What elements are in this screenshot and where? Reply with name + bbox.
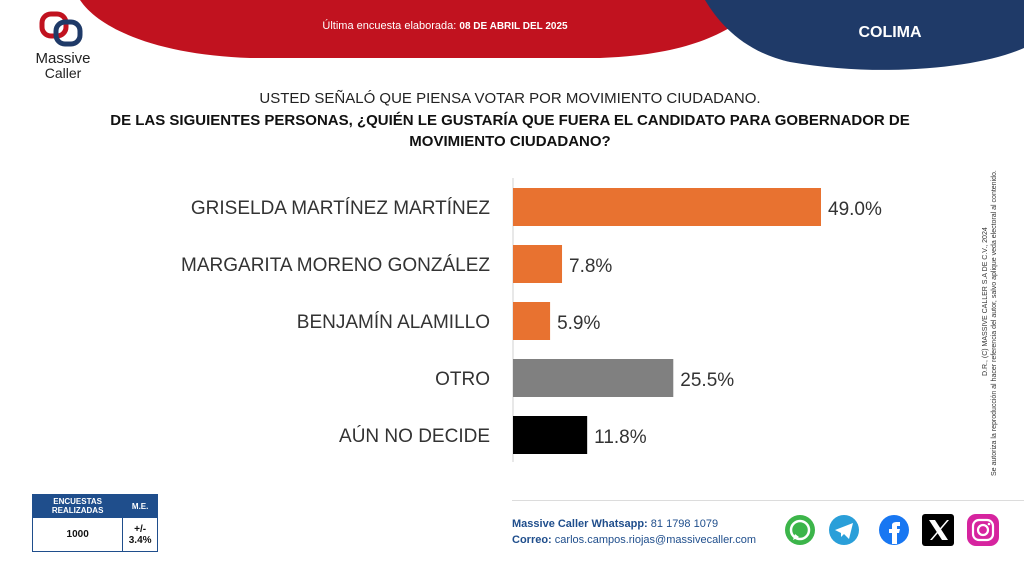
- telegram-icon[interactable]: [829, 515, 859, 545]
- massive-caller-logo: Massive Caller: [28, 10, 98, 90]
- survey-stats-table: ENCUESTAS REALIZADAS M.E. 1000 +/- 3.4%: [31, 493, 158, 552]
- question-intro: USTED SEÑALÓ QUE PIENSA VOTAR POR MOVIMI…: [259, 90, 761, 107]
- category-label: OTRO: [435, 369, 490, 390]
- brand-line2: Caller: [44, 65, 82, 81]
- category-label: GRISELDA MARTÍNEZ MARTÍNEZ: [191, 198, 491, 219]
- bar-chart: GRISELDA MARTÍNEZ MARTÍNEZ 49.0% MARGARITA…: [181, 178, 882, 462]
- question-main: DE LAS SIGUIENTES PERSONAS, ¿QUIÉN LE GU…: [110, 112, 910, 150]
- copyright-line1: D.R., (C) MASSIVE CALLER S.A DE C.V., 20…: [982, 227, 989, 376]
- bar: [513, 359, 674, 397]
- value-label: 49.0%: [828, 199, 882, 220]
- category-label: AÚN NO DECIDE: [339, 425, 490, 447]
- value-label: 5.9%: [557, 313, 600, 334]
- survey-label: Última encuesta elaborada:: [322, 20, 457, 32]
- value-label: 11.8%: [594, 427, 647, 448]
- social-icons: [785, 514, 999, 546]
- survey-date-line: Última encuesta elaborada: 08 DE ABRIL D…: [255, 20, 635, 32]
- surveys-header: ENCUESTAS REALIZADAS: [31, 493, 124, 519]
- email-address[interactable]: carlos.campos.riojas@massivecaller.com: [554, 534, 757, 546]
- x-icon[interactable]: [922, 514, 954, 546]
- margin-error-value: +/- 3.4%: [122, 517, 158, 552]
- copyright-note: D.R., (C) MASSIVE CALLER S.A DE C.V., 20…: [982, 170, 998, 476]
- margin-error-header: M.E.: [122, 493, 158, 519]
- copyright-line2: Se autoriza la reproducción al hacer ref…: [991, 170, 998, 476]
- value-label: 25.5%: [680, 370, 734, 391]
- whatsapp-label: Massive Caller Whatsapp:: [512, 518, 648, 530]
- logo-icon: [39, 11, 83, 47]
- surveys-value: 1000: [31, 517, 124, 552]
- contact-info: Massive Caller Whatsapp: 81 1798 1079 Co…: [512, 516, 756, 548]
- category-label: MARGARITA MORENO GONZÁLEZ: [181, 255, 490, 276]
- category-label: BENJAMÍN ALAMILLO: [297, 312, 490, 333]
- bar: [513, 245, 563, 283]
- bar: [513, 302, 551, 340]
- whatsapp-icon[interactable]: [785, 515, 815, 545]
- facebook-icon[interactable]: [879, 515, 909, 545]
- header-banner: [80, 0, 1024, 70]
- bar: [513, 188, 821, 226]
- survey-date: 08 DE ABRIL DEL 2025: [459, 21, 568, 32]
- bar: [513, 416, 588, 454]
- footer-divider: [512, 500, 1024, 501]
- whatsapp-number[interactable]: 81 1798 1079: [650, 518, 719, 530]
- value-label: 7.8%: [569, 256, 612, 277]
- email-label: Correo:: [512, 534, 552, 546]
- instagram-icon[interactable]: [967, 514, 999, 546]
- state-label: COLIMA: [858, 24, 922, 41]
- brand-line1: Massive: [35, 50, 91, 67]
